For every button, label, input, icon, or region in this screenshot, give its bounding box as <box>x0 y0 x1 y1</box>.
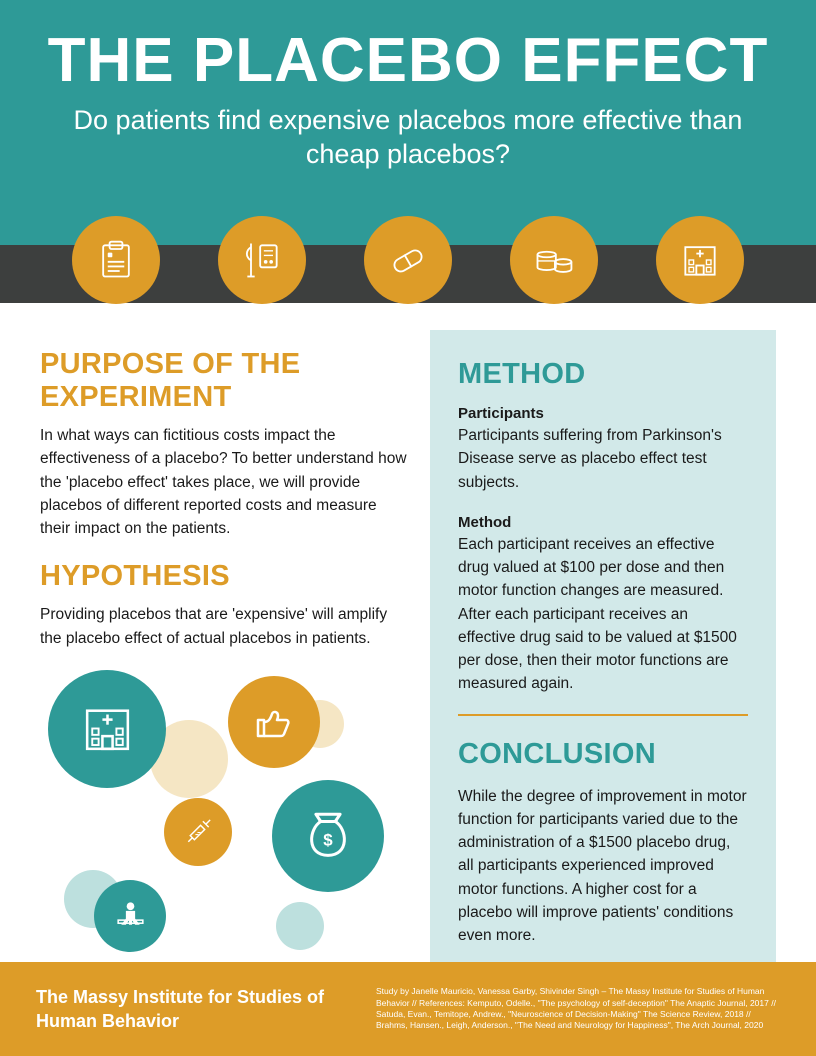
purpose-text: In what ways can fictitious costs impact… <box>40 424 410 540</box>
page-subtitle: Do patients find expensive placebos more… <box>40 104 776 172</box>
right-column: METHOD Participants Participants sufferi… <box>430 330 776 962</box>
footer-credits: Study by Janelle Mauricio, Vanessa Garby… <box>376 986 780 1032</box>
clipboard-icon <box>72 216 160 304</box>
participants-label: Participants <box>458 405 748 422</box>
coins-icon <box>510 216 598 304</box>
hospital-icon <box>656 216 744 304</box>
pill-icon <box>364 216 452 304</box>
method-heading: METHOD <box>458 358 748 391</box>
thumbs-up-icon <box>228 676 320 768</box>
conclusion-text: While the degree of improvement in motor… <box>458 785 748 948</box>
decor-circle <box>276 902 324 950</box>
person-seated-icon <box>94 880 166 952</box>
content: PURPOSE OF THE EXPERIMENT In what ways c… <box>0 330 816 970</box>
hypothesis-heading: HYPOTHESIS <box>40 560 410 593</box>
syringe-icon <box>164 798 232 866</box>
iv-device-icon <box>218 216 306 304</box>
method-text: Each participant receives an effective d… <box>458 533 748 696</box>
conclusion-heading: CONCLUSION <box>458 738 748 771</box>
left-column: PURPOSE OF THE EXPERIMENT In what ways c… <box>0 330 430 970</box>
footer-institute: The Massy Institute for Studies of Human… <box>36 985 336 1034</box>
icon-row <box>0 216 816 304</box>
purpose-heading: PURPOSE OF THE EXPERIMENT <box>40 348 410 414</box>
hypothesis-text: Providing placebos that are 'expensive' … <box>40 603 410 650</box>
hospital-icon <box>48 670 166 788</box>
method-label: Method <box>458 514 748 531</box>
participants-text: Participants suffering from Parkinson's … <box>458 424 748 494</box>
divider <box>458 714 748 716</box>
header: THE PLACEBO EFFECT Do patients find expe… <box>0 0 816 245</box>
money-bag-icon <box>272 780 384 892</box>
footer: The Massy Institute for Studies of Human… <box>0 962 816 1056</box>
illustration <box>40 670 410 970</box>
page-title: THE PLACEBO EFFECT <box>40 30 776 92</box>
